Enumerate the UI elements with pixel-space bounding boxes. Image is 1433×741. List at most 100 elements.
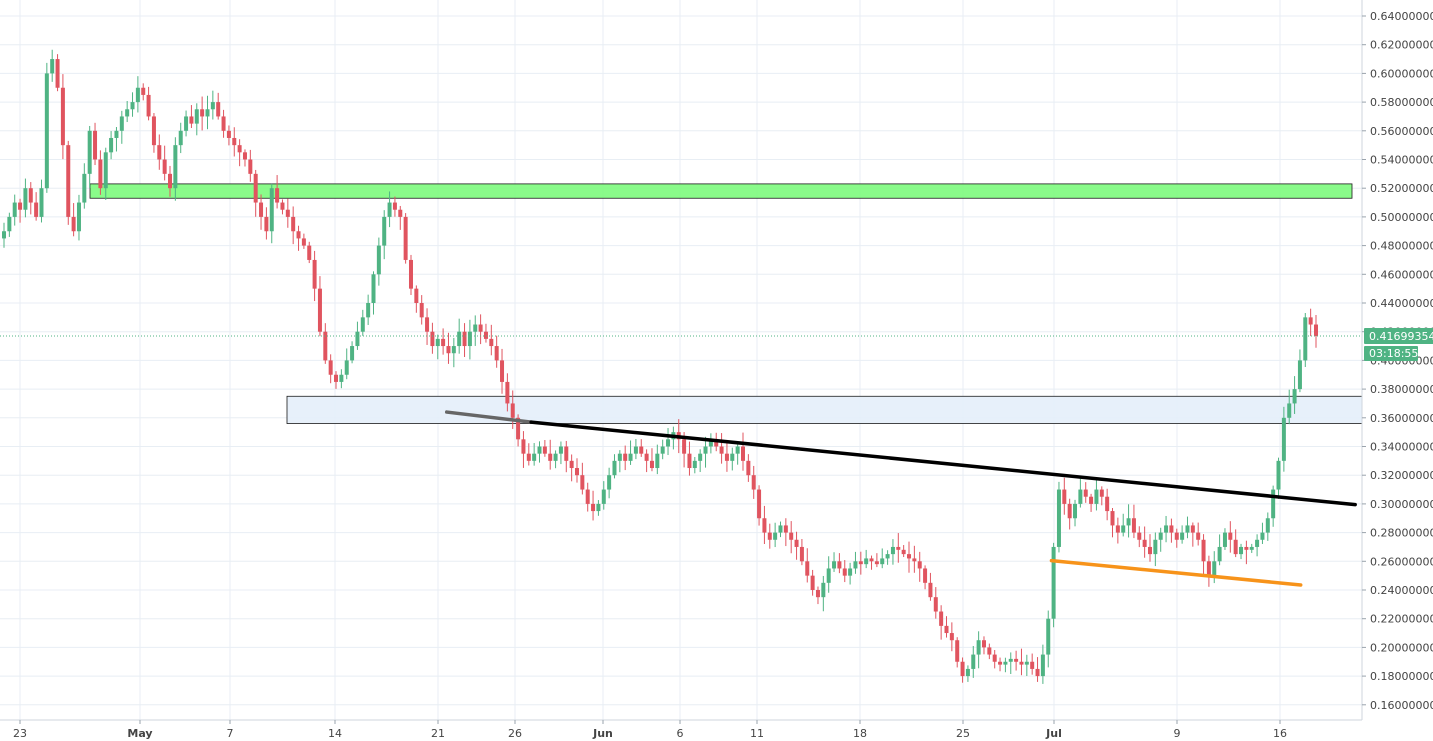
- candle-body: [510, 403, 515, 418]
- candle-body: [446, 346, 451, 354]
- x-tick-label: 6: [677, 727, 684, 740]
- candle: [387, 191, 392, 228]
- candle-body: [157, 145, 162, 160]
- candle-body: [1131, 518, 1136, 533]
- candle: [489, 324, 494, 356]
- candle: [858, 551, 863, 575]
- candle-body: [430, 331, 435, 347]
- candle-body: [1196, 532, 1201, 540]
- candle-body: [1035, 668, 1040, 677]
- candle: [799, 539, 804, 566]
- candle-body: [376, 245, 381, 275]
- candle: [328, 354, 333, 384]
- candle-body: [12, 202, 17, 217]
- y-tick-label: 0.56000000: [1370, 125, 1433, 138]
- candle: [157, 134, 162, 170]
- candle-body: [1297, 360, 1302, 390]
- candle-body: [741, 446, 746, 461]
- candle: [1008, 652, 1013, 674]
- candle-body: [205, 109, 210, 117]
- candle-body: [596, 503, 601, 512]
- candle: [146, 86, 151, 121]
- candle: [1276, 457, 1281, 499]
- candle: [976, 631, 981, 669]
- candle: [1164, 515, 1169, 543]
- candle: [12, 194, 17, 226]
- candle: [923, 565, 928, 590]
- candle-body: [666, 439, 671, 447]
- candle: [446, 332, 451, 364]
- candle: [221, 109, 226, 138]
- candle: [987, 643, 992, 660]
- candle: [478, 314, 483, 345]
- candle-body: [965, 668, 970, 677]
- candle: [719, 433, 724, 464]
- candle: [408, 254, 413, 296]
- candle-body: [687, 453, 692, 469]
- candle-body: [387, 202, 392, 217]
- candle-body: [1003, 661, 1008, 665]
- candle-body: [944, 625, 949, 634]
- zones: [89, 183, 1363, 424]
- candle-body: [981, 640, 986, 648]
- candle-body: [805, 561, 810, 576]
- y-tick-label: 0.54000000: [1370, 154, 1433, 167]
- candle-body: [558, 446, 563, 454]
- candle-body: [1062, 489, 1067, 504]
- candle: [773, 522, 778, 548]
- candle: [789, 521, 794, 554]
- x-tick-label: 14: [328, 727, 342, 740]
- y-tick-label: 0.16000000: [1370, 699, 1433, 712]
- candle-body: [328, 360, 333, 375]
- candle-body: [703, 446, 708, 454]
- candle: [633, 438, 638, 460]
- candle: [323, 323, 328, 364]
- candle: [119, 110, 124, 144]
- candle-body: [998, 661, 1003, 665]
- candle-body: [1303, 317, 1308, 361]
- candle: [1147, 534, 1152, 562]
- y-tick-label: 0.44000000: [1370, 297, 1433, 310]
- candle-body: [591, 503, 596, 512]
- candle: [82, 163, 87, 209]
- candle: [542, 440, 547, 457]
- candle-body: [526, 453, 531, 461]
- candle: [1206, 555, 1211, 587]
- candle: [1297, 349, 1302, 393]
- grey-trendline: [444, 410, 533, 424]
- candle: [1089, 493, 1094, 512]
- candle-body: [226, 130, 231, 138]
- candle: [141, 83, 146, 101]
- candle: [1228, 521, 1233, 553]
- candle: [532, 443, 537, 466]
- candle: [939, 605, 944, 640]
- candle: [907, 541, 912, 573]
- candle-body: [334, 374, 339, 382]
- candle: [376, 237, 381, 286]
- candle: [226, 125, 231, 146]
- candle-body: [7, 216, 12, 232]
- candle: [971, 646, 976, 678]
- candle: [494, 335, 499, 368]
- candle: [596, 500, 601, 516]
- candle-body: [307, 245, 312, 260]
- candle: [692, 456, 697, 474]
- candle-body: [301, 238, 306, 246]
- candle-body: [1292, 389, 1297, 404]
- candle: [880, 548, 885, 569]
- candle: [60, 74, 65, 160]
- candle-body: [832, 561, 837, 569]
- candle-body: [1110, 511, 1115, 526]
- x-tick-label: 26: [508, 727, 522, 740]
- candle: [483, 323, 488, 343]
- candle: [334, 371, 339, 389]
- candle: [751, 465, 756, 499]
- candle: [933, 587, 938, 619]
- candle-body: [135, 87, 140, 103]
- candle-body: [912, 558, 917, 562]
- candle-body: [419, 303, 424, 318]
- candle-body: [50, 59, 55, 74]
- candle: [307, 241, 312, 264]
- candle: [109, 131, 114, 160]
